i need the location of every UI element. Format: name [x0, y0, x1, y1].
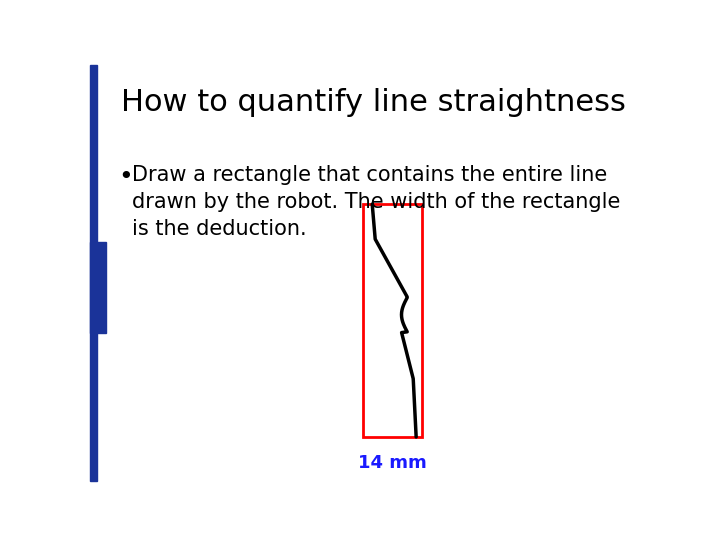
- Bar: [90, 65, 97, 481]
- Text: Draw a rectangle that contains the entire line
drawn by the robot. The width of : Draw a rectangle that contains the entir…: [132, 165, 620, 239]
- Text: •: •: [118, 165, 132, 188]
- Bar: [90, 241, 106, 333]
- Text: How to quantify line straightness: How to quantify line straightness: [121, 87, 626, 117]
- Text: 14 mm: 14 mm: [359, 454, 427, 471]
- Bar: [364, 204, 422, 437]
